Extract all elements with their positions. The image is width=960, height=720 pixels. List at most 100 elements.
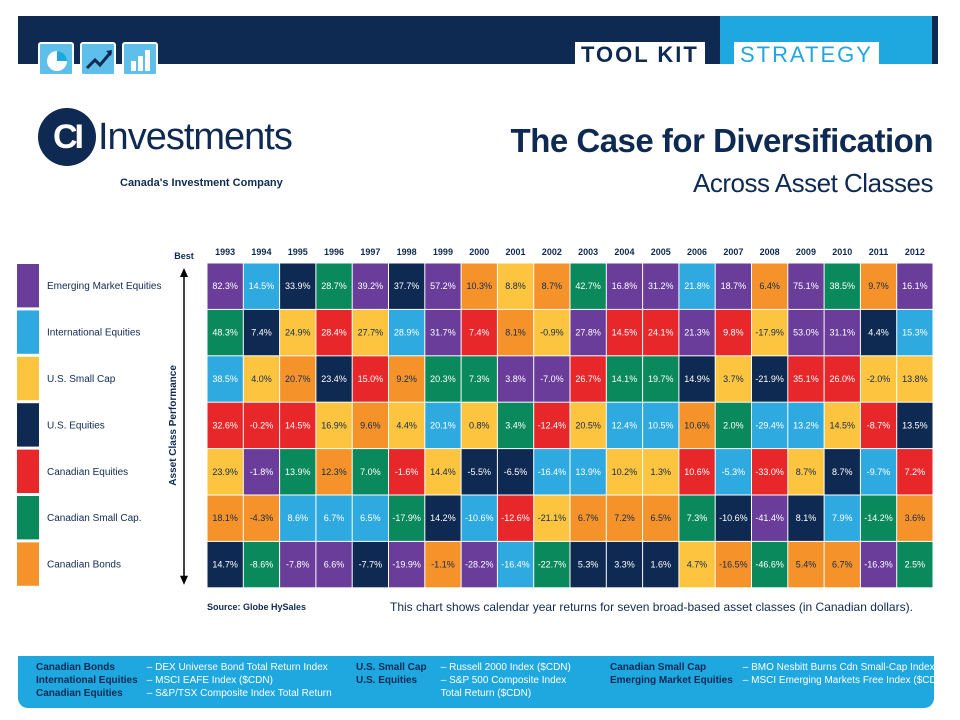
return-cell: [897, 495, 933, 541]
year-label: 1999: [433, 247, 453, 257]
return-value: -46.6%: [755, 560, 784, 570]
asset-name: Emerging Market Equities: [610, 675, 733, 686]
return-value: 9.8%: [723, 328, 744, 338]
year-label: 1997: [360, 247, 380, 257]
logo-word: Investments: [98, 115, 293, 158]
return-cell: [497, 356, 534, 402]
return-value: 8.6%: [287, 513, 308, 523]
return-value: 12.4%: [612, 420, 638, 430]
return-cell: [534, 356, 570, 402]
return-cell: [570, 356, 606, 402]
return-value: 15.3%: [902, 328, 928, 338]
return-cell: [389, 263, 425, 309]
return-cell: [389, 309, 425, 356]
return-value: 28.9%: [394, 328, 420, 338]
return-value: 2.5%: [905, 560, 926, 570]
header-icons: [38, 42, 158, 76]
asset-name: International Equities: [36, 675, 138, 686]
return-cell: [715, 263, 751, 309]
return-value: 38.5%: [212, 374, 238, 384]
return-value: 31.1%: [829, 328, 855, 338]
return-value: 18.7%: [721, 281, 747, 291]
return-cell: [497, 449, 534, 495]
year-label: 1993: [215, 247, 235, 257]
return-value: 8.7%: [796, 467, 817, 477]
return-value: 23.9%: [212, 467, 238, 477]
return-cell: [461, 402, 497, 449]
return-value: -7.8%: [286, 560, 310, 570]
return-value: 7.3%: [469, 374, 490, 384]
return-value: 6.6%: [324, 560, 345, 570]
return-value: 6.5%: [360, 513, 381, 523]
return-value: 6.7%: [578, 513, 599, 523]
legend-swatch: [17, 449, 39, 493]
year-label: 2003: [578, 247, 598, 257]
return-value: 15.0%: [358, 374, 384, 384]
return-cell: [425, 263, 461, 309]
return-cell: [389, 541, 425, 588]
return-cell: [606, 449, 643, 495]
return-value: 3.4%: [505, 420, 526, 430]
year-label: 1995: [288, 247, 308, 257]
return-value: -29.4%: [755, 420, 784, 430]
return-value: 7.4%: [469, 328, 490, 338]
return-value: 14.5%: [285, 420, 311, 430]
return-value: 9.6%: [360, 420, 381, 430]
return-cell: [316, 402, 352, 449]
return-cell: [280, 402, 316, 449]
return-cell: [534, 541, 570, 588]
return-cell: [534, 449, 570, 495]
return-value: -12.4%: [538, 420, 567, 430]
return-value: 42.7%: [575, 281, 601, 291]
return-cell: [461, 449, 497, 495]
return-cell: [316, 309, 352, 356]
return-value: 10.3%: [466, 281, 492, 291]
return-value: -6.5%: [504, 467, 528, 477]
return-value: -1.1%: [431, 560, 455, 570]
return-value: -16.3%: [864, 560, 893, 570]
return-cell: [243, 449, 280, 495]
return-cell: [461, 541, 497, 588]
return-value: -5.5%: [467, 467, 491, 477]
year-label: 2008: [760, 247, 780, 257]
return-cell: [461, 356, 497, 402]
return-cell: [752, 263, 788, 309]
return-cell: [389, 356, 425, 402]
return-value: 14.5%: [249, 281, 275, 291]
legend-label: Canadian Small Cap.: [47, 513, 142, 524]
return-cell: [534, 402, 570, 449]
index-name: – Russell 2000 Index ($CDN): [438, 662, 571, 673]
return-cell: [316, 356, 352, 402]
return-cell: [497, 263, 534, 309]
return-cell: [897, 309, 933, 356]
return-value: 9.7%: [868, 281, 889, 291]
return-cell: [352, 541, 388, 588]
return-cell: [643, 402, 679, 449]
return-value: 16.9%: [321, 420, 347, 430]
return-value: 20.5%: [575, 420, 601, 430]
return-value: 20.3%: [430, 374, 456, 384]
return-cell: [425, 449, 461, 495]
return-value: 13.9%: [285, 467, 311, 477]
return-cell: [352, 309, 388, 356]
asset-name: Canadian Bonds: [36, 662, 115, 673]
index-definition: Total Return ($CDN): [356, 687, 571, 700]
return-value: -21.1%: [538, 513, 567, 523]
return-cell: [461, 263, 497, 309]
index-definition: Emerging Market Equities – MSCI Emerging…: [610, 674, 947, 687]
return-value: 16.8%: [612, 281, 638, 291]
index-name: Total Return ($CDN): [438, 688, 532, 699]
return-cell: [461, 309, 497, 356]
return-value: -14.2%: [864, 513, 893, 523]
return-cell: [352, 449, 388, 495]
return-cell: [352, 495, 388, 541]
legend-label: International Equities: [47, 328, 140, 339]
index-name: – S&P/TSX Composite Index Total Return: [144, 688, 332, 699]
return-cell: [860, 449, 897, 495]
return-cell: [715, 541, 751, 588]
return-cell: [679, 402, 715, 449]
return-value: 16.1%: [902, 281, 928, 291]
return-cell: [788, 356, 824, 402]
return-cell: [752, 309, 788, 356]
legend-swatch: [17, 310, 39, 354]
